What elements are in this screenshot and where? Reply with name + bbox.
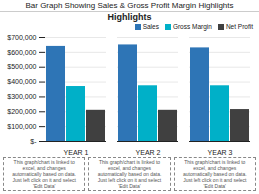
html-text:Highlights: Highlights [107, 12, 152, 22]
svg-text:$200,000: $200,000 [7, 108, 36, 115]
html-text:This graph/chart is linked to: This graph/chart is linked to excel, and… [12, 159, 76, 189]
html-text:This graph/chart is linked to: This graph/chart is linked to excel, and… [183, 159, 247, 189]
html-text:Sales: Sales [142, 23, 159, 30]
svg-text:$100,000: $100,000 [7, 123, 36, 130]
svg-text:YEAR 2: YEAR 2 [136, 149, 161, 156]
svg-text:$-: $- [30, 138, 37, 145]
svg-text:$400,000: $400,000 [7, 78, 36, 85]
html-text:Gross Margin: Gross Margin [172, 23, 212, 30]
svg-text:$700,000: $700,000 [7, 34, 36, 41]
svg-text:YEAR 1: YEAR 1 [64, 149, 89, 156]
svg-text:YEAR 3: YEAR 3 [208, 149, 233, 156]
svg-text:$300,000: $300,000 [7, 93, 36, 100]
svg-text:$600,000: $600,000 [7, 49, 36, 56]
svg-text:$500,000: $500,000 [7, 63, 36, 70]
html-text:Net Profit: Net Profit [225, 23, 253, 30]
html-text:This graph/chart is linked to: This graph/chart is linked to excel, and… [97, 159, 162, 189]
html-text:Bar Graph Showing Sales & Gros: Bar Graph Showing Sales & Gross Profit M… [25, 1, 234, 10]
